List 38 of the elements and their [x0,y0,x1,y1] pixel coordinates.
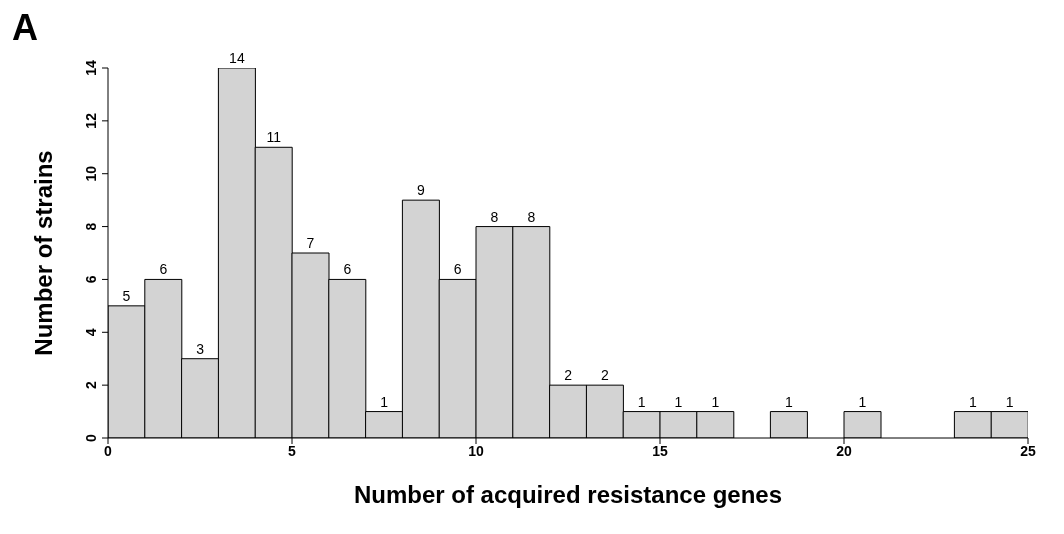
y-tick-label: 12 [83,112,99,129]
x-tick-label: 20 [836,442,852,459]
data-label: 1 [674,393,683,410]
x-tick-label: 15 [652,442,668,459]
data-label: 8 [527,208,536,225]
y-tick-label: 4 [83,328,99,337]
y-tick-label: 0 [83,433,99,442]
chart-title: A [11,7,39,48]
data-label: 5 [122,287,131,304]
data-label: 14 [229,50,245,66]
data-label: 6 [343,261,352,278]
data-label: 2 [564,367,573,384]
data-label: 9 [417,182,425,199]
data-label: 1 [711,393,720,410]
y-tick-label: 2 [83,381,99,390]
data-label: 3 [196,340,205,357]
y-tick-label: 10 [83,165,99,182]
data-label: 8 [490,208,499,225]
data-label: 6 [453,261,462,278]
data-label: 11 [266,129,282,146]
data-label: 1 [637,393,646,410]
x-tick-label: 10 [468,442,484,459]
data-label: 1 [858,393,867,410]
x-tick-label: 25 [1020,442,1036,459]
data-label: 1 [1005,393,1014,410]
x-tick-label: 0 [104,442,113,459]
data-label: 1 [969,393,977,410]
data-label: 1 [785,393,793,410]
data-label: 2 [601,367,609,384]
data-label: 1 [380,393,389,410]
x-tick-label: 5 [288,442,297,459]
data-label: 7 [306,235,315,251]
y-tick-label: 14 [83,60,99,76]
x-axis-title: Number of acquired resistance genes [353,481,783,508]
y-tick-label: 8 [83,222,99,231]
y-axis-title: Number of strains [29,150,57,356]
data-label: 6 [159,261,168,278]
y-tick-label: 6 [83,275,99,284]
